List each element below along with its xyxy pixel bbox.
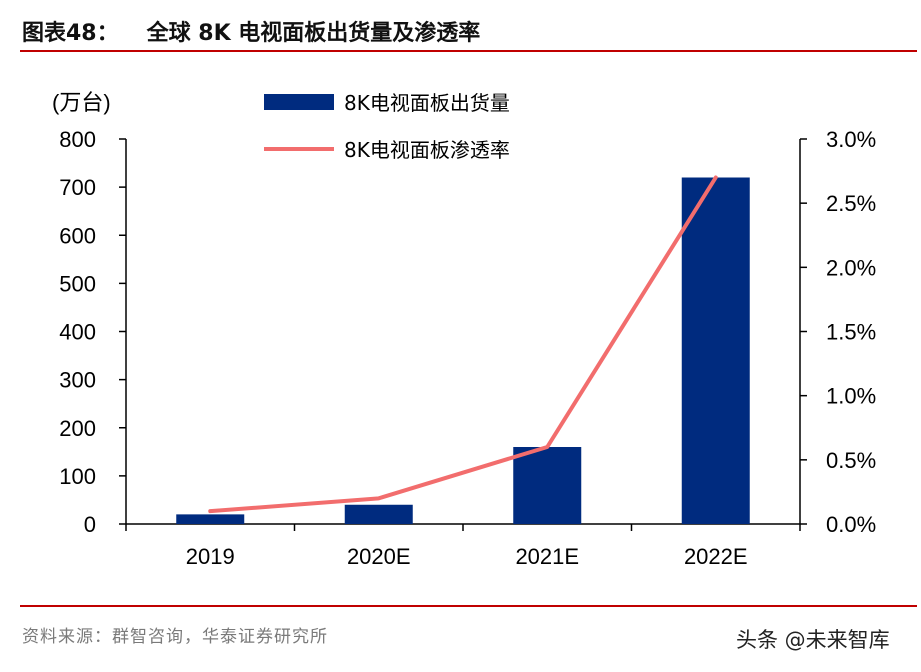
bar-shipments [176,514,245,524]
right-y-tick-label: 1.0% [826,384,876,409]
y-unit-label: (万台) [52,90,111,115]
left-y-tick-label: 500 [59,271,96,296]
top-divider [20,50,917,52]
left-y-tick-label: 200 [59,416,96,441]
title-text: 全球 8K 电视面板出货量及渗透率 [146,21,481,46]
line-penetration-rate [208,175,718,514]
legend-bar-swatch [264,94,334,110]
left-y-tick-label: 300 [59,368,96,393]
left-y-tick-label: 0 [84,512,96,537]
left-y-tick-label: 700 [59,175,96,200]
right-y-tick-label: 0.5% [826,448,876,473]
right-y-tick-label: 1.5% [826,320,876,345]
bottom-divider [20,605,917,607]
right-y-tick-label: 2.5% [826,191,876,216]
chart-title: 图表48： 全球 8K 电视面板出货量及渗透率 [22,14,480,48]
x-tick-label: 2020E [347,544,411,569]
legend-line-label: 8K电视面板渗透率 [344,138,510,162]
left-y-tick-label: 400 [59,320,96,345]
bar-shipments [681,177,750,524]
right-y-tick-label: 2.0% [826,255,876,280]
watermark: 头条 @未来智库 [736,628,890,652]
left-y-tick-label: 600 [59,223,96,248]
left-y-tick-label: 800 [59,127,96,152]
right-y-tick-label: 0.0% [826,512,876,537]
legend-bar-label: 8K电视面板出货量 [344,91,510,115]
figure-number: 图表48： [22,21,119,46]
left-y-tick-label: 100 [59,464,96,489]
x-tick-label: 2019 [186,544,235,569]
right-y-tick-label: 3.0% [826,127,876,152]
x-tick-label: 2021E [515,544,579,569]
source-note: 资料来源：群智咨询，华泰证券研究所 [22,627,328,647]
bar-shipments [344,504,413,524]
chart-svg: 0 100 200 300 400 500 600 700 800 0.0% 0.5% 1.0% 1.5… [52,90,876,569]
x-tick-label: 2022E [684,544,748,569]
bar-shipments [513,447,582,524]
